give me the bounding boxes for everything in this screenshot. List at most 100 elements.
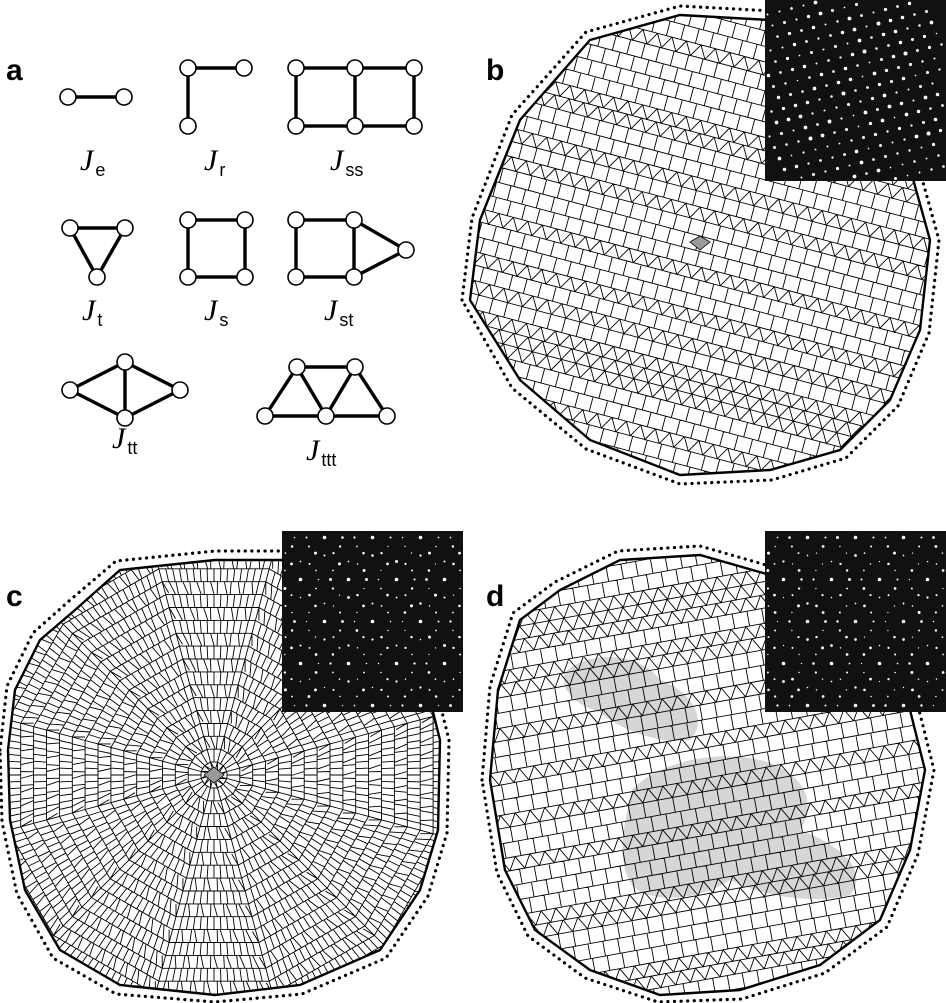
diffraction-spot [872, 158, 875, 161]
diffraction-spot [876, 168, 881, 173]
diffraction-spot [355, 629, 359, 632]
diffraction-spot [872, 71, 877, 76]
diffraction-spot [394, 577, 399, 582]
diffraction-spot [827, 119, 832, 124]
diffraction-spot [887, 44, 890, 47]
diffraction-spot [774, 545, 776, 548]
diffraction-spot [806, 602, 809, 605]
diffraction-spot [332, 551, 335, 555]
diffraction-spot [846, 102, 851, 107]
diffraction-spot [935, 594, 938, 597]
diffraction-spot [365, 662, 368, 665]
diffraction-spot [816, 123, 819, 126]
diffraction-spot [437, 536, 440, 539]
diffraction-spot [925, 157, 928, 160]
diffraction-spot [824, 23, 827, 26]
diffraction-spot [920, 146, 923, 149]
diffraction-spot [443, 644, 446, 647]
diffraction-spot [452, 695, 454, 698]
diffraction-spot [437, 620, 440, 623]
diffraction-spot [781, 106, 786, 111]
diffraction-spot [395, 644, 398, 647]
diffraction-spot [894, 671, 896, 674]
diffraction-spot [442, 577, 447, 582]
diffraction-spot [887, 562, 890, 566]
diffraction-spot [305, 536, 308, 539]
diffraction-spot [459, 653, 462, 656]
diffraction-spot [896, 662, 899, 665]
diffraction-spot [299, 560, 302, 563]
diffraction-spot [452, 562, 455, 566]
diffraction-spot [916, 109, 921, 114]
diffraction-spots-c [283, 535, 462, 708]
diffraction-spot [442, 661, 447, 666]
diffraction-spot [796, 79, 799, 82]
diffraction-spots-b [766, 0, 945, 180]
diffraction-spot [437, 704, 440, 707]
diffraction-spot [882, 93, 887, 98]
diffraction-spot [284, 569, 286, 572]
diffraction-spot [389, 536, 392, 539]
diffraction-spot [805, 703, 810, 708]
diffraction-spot [395, 596, 398, 599]
diffraction-spot [773, 611, 777, 614]
diffraction-spot [934, 629, 938, 632]
diffraction-spot [899, 101, 904, 106]
diffraction-spot [839, 593, 842, 597]
diffraction-spot [872, 704, 875, 707]
tiling-c-dotted-outline [0, 549, 451, 1003]
diffraction-spot [377, 578, 380, 581]
diffraction-spot [776, 95, 781, 100]
diffraction-spot [853, 619, 858, 624]
diffraction-spot [380, 551, 383, 555]
diffraction-spot [884, 155, 887, 158]
diffraction-spot [356, 545, 358, 548]
diffraction-spot [839, 647, 842, 649]
diffraction-spot [884, 704, 887, 707]
diffraction-spot [332, 605, 335, 607]
diffraction-spot [919, 85, 922, 88]
diffraction-spot [434, 678, 437, 680]
diffraction-spot [785, 56, 790, 61]
diffraction-spot [847, 16, 852, 21]
diffraction-spot [284, 688, 287, 692]
diffraction-spot [781, 46, 784, 49]
diffraction-spot [836, 704, 839, 707]
diffraction-spot [290, 646, 293, 650]
diffraction-spot [451, 545, 455, 548]
diffraction-spot [291, 695, 294, 698]
diffraction-spot [901, 535, 906, 540]
diffraction-spot [893, 635, 896, 639]
diffraction-spot [779, 71, 782, 74]
diffraction-spot [846, 42, 849, 45]
diffraction-spot [284, 552, 287, 554]
diffraction-spot [299, 644, 302, 647]
diffraction-spot [284, 653, 286, 656]
diffraction-spot [815, 587, 817, 590]
diffraction-spot [308, 562, 311, 565]
diffraction-spot [925, 70, 930, 75]
diffraction-spot [317, 578, 320, 581]
diffraction-spot [293, 536, 296, 539]
diffraction-spot [413, 662, 416, 665]
diffraction-spot [803, 125, 808, 130]
diffraction-spot [922, 34, 927, 39]
diffraction-spot [942, 165, 945, 168]
diffraction-spot [878, 596, 881, 599]
diffraction-spot [371, 602, 374, 605]
diffraction-spot [452, 678, 455, 680]
diffraction-spot [920, 620, 923, 623]
diffraction-spot [769, 49, 772, 52]
diffraction-spot [856, 64, 859, 67]
diffraction-spot [362, 569, 366, 572]
diffraction-spot [323, 602, 326, 605]
diffraction-spot [434, 647, 437, 649]
diffraction-spot [781, 577, 786, 582]
diffraction-spot [459, 569, 461, 572]
diffraction-spot [848, 164, 851, 167]
diffraction-spot [879, 144, 882, 147]
diffraction-spot [290, 678, 293, 681]
diffraction-spot [404, 678, 407, 680]
